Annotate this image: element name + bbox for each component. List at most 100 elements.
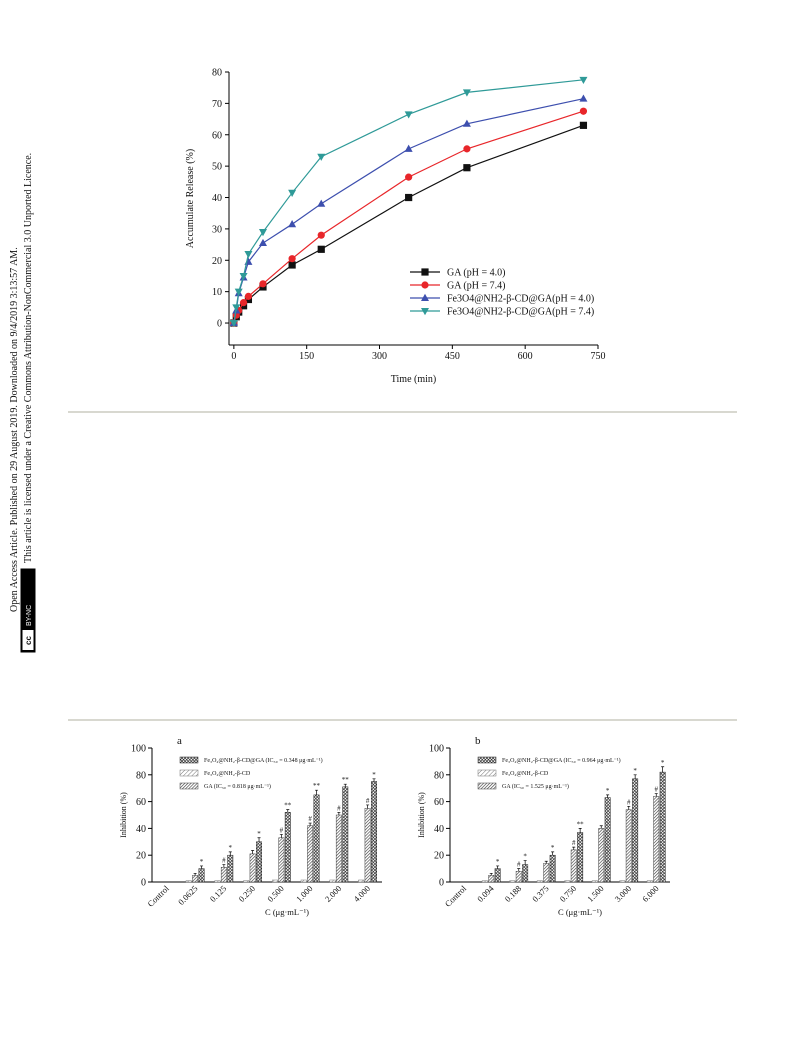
x-tick-label: 0.125 <box>208 883 229 904</box>
marker <box>405 173 413 181</box>
y-tick-label: 20 <box>136 851 146 862</box>
marker <box>421 268 429 276</box>
legend-label: Fe₃O₄@NH₂-β-CD <box>204 771 251 777</box>
legend-swatch <box>179 756 199 764</box>
y-tick-label: 50 <box>212 162 222 173</box>
x-tick-label: 150 <box>299 351 314 362</box>
marker <box>579 107 588 115</box>
legend-swatch <box>179 782 199 790</box>
legend-label: GA (IC₅₀ = 1.525 μg·mL⁻¹) <box>502 783 569 790</box>
error-bar <box>489 872 493 876</box>
error-bar <box>308 822 312 826</box>
bar <box>284 812 291 883</box>
x-tick-label: 600 <box>518 351 533 362</box>
bar <box>371 781 377 883</box>
y-tick-label: 70 <box>212 99 222 110</box>
bar <box>515 871 522 883</box>
bar <box>192 875 199 883</box>
bar <box>214 880 221 883</box>
significance-mark: ** <box>342 776 350 784</box>
significance-mark: * <box>633 767 637 775</box>
error-bar <box>222 864 226 868</box>
error-bar <box>257 837 261 842</box>
marker <box>239 299 248 307</box>
significance-mark: # <box>627 798 631 806</box>
error-bar <box>654 793 658 797</box>
y-tick-label: 0 <box>217 319 222 330</box>
bar <box>564 880 571 883</box>
significance-mark: ** <box>313 782 321 790</box>
bar <box>619 880 626 883</box>
y-tick-label: 40 <box>212 193 222 204</box>
legend-label: Fe3O4@NH2-β-CD@GA(pH = 7.4) <box>447 307 594 318</box>
marker <box>317 199 326 207</box>
marker <box>421 281 429 289</box>
error-bar <box>661 766 665 773</box>
significance-mark: * <box>229 844 233 852</box>
bar <box>278 837 285 883</box>
marker <box>288 261 296 269</box>
legend-label: Fe₃O₄@NH₂-β-CD <box>502 771 549 777</box>
marker <box>421 293 429 301</box>
error-bar <box>572 846 576 850</box>
x-tick-label: 750 <box>591 351 606 362</box>
error-bar <box>606 794 610 798</box>
bar <box>335 814 342 883</box>
bar <box>300 879 307 883</box>
x-tick-label: 0.500 <box>265 883 286 904</box>
bar <box>653 795 660 883</box>
panel-label: b <box>475 735 481 747</box>
marker <box>421 308 429 316</box>
error-bar <box>372 778 376 782</box>
marker <box>317 245 325 253</box>
panel-label: a <box>177 735 182 747</box>
error-bar <box>627 805 631 810</box>
y-tick-label: 60 <box>212 130 222 141</box>
bar <box>198 868 205 883</box>
error-bar <box>578 828 582 833</box>
bar <box>625 809 632 883</box>
legend-label: Fe₃O₄@NH₂-β-CD@GA (IC₅₀ = 0.348 μg·mL⁻¹) <box>204 757 323 764</box>
x-tick-label: 450 <box>445 351 460 362</box>
error-bar <box>366 804 370 809</box>
bar <box>249 853 256 883</box>
marker <box>317 231 325 239</box>
error-bar <box>633 774 637 779</box>
x-tick-label: 4.000 <box>351 883 372 904</box>
bar <box>543 862 550 883</box>
marker <box>229 320 238 328</box>
bar <box>632 778 639 883</box>
legend-swatch <box>179 769 199 777</box>
bar <box>307 825 314 883</box>
bar <box>220 867 227 883</box>
marker <box>462 89 471 97</box>
x-tick-label: 6.000 <box>640 883 661 904</box>
badge-logo: cc <box>24 636 33 645</box>
y-axis-title: Inhibition (%) <box>119 792 128 838</box>
marker <box>244 251 253 259</box>
error-bar <box>315 789 319 795</box>
marker <box>244 292 253 300</box>
series-line <box>233 98 584 324</box>
y-tick-label: 60 <box>136 797 146 808</box>
marker <box>579 121 588 129</box>
marker <box>579 94 588 102</box>
significance-mark: * <box>551 844 555 852</box>
y-tick-label: 100 <box>131 744 146 755</box>
badge-label: BY-NC <box>26 605 33 626</box>
marker <box>462 119 471 127</box>
x-tick-label: 1.500 <box>585 883 606 904</box>
marker <box>463 145 471 153</box>
significance-mark: * <box>523 853 527 861</box>
bar <box>509 880 516 883</box>
bar <box>342 786 349 883</box>
marker <box>288 255 296 263</box>
legend-swatch <box>477 769 497 777</box>
bar <box>591 880 598 883</box>
bar <box>256 841 262 883</box>
marker <box>234 288 243 296</box>
bar <box>364 808 371 883</box>
x-tick-label: Control <box>145 883 171 909</box>
significance-mark: * <box>496 858 500 866</box>
bar <box>272 879 278 883</box>
